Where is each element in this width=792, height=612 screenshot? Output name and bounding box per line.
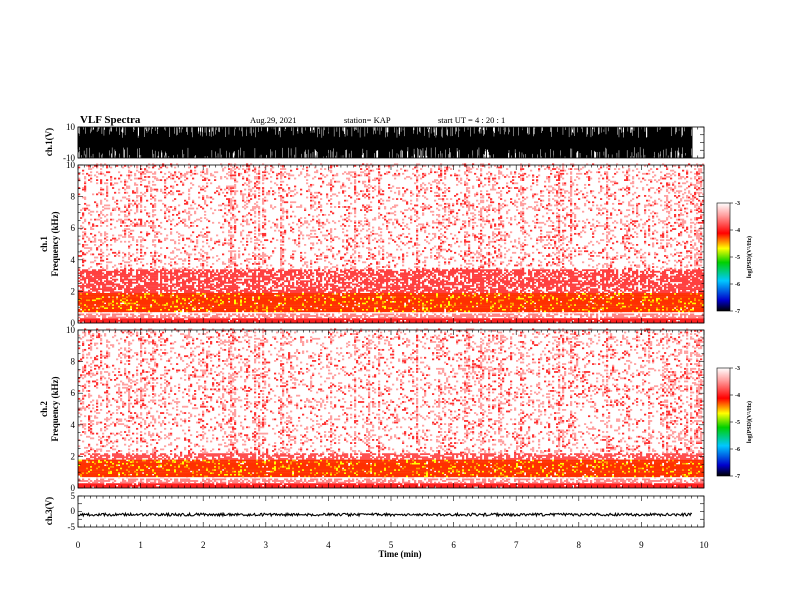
ch1-colorbar: -3 -4 -5 -6 -7 log(PSD)(V²/Hz)	[717, 201, 753, 315]
frequency-tick-label: 4	[71, 420, 76, 430]
start-time-label: start UT = 4 : 20 : 1	[438, 115, 505, 125]
frequency-tick-label: 2	[71, 451, 76, 461]
frequency-tick-label: 10	[66, 160, 76, 170]
ch3-waveform-ylabel: ch.3(V)	[44, 497, 54, 525]
time-tick-label: 9	[639, 540, 644, 550]
ch1-spectrogram-ylabel-channel: ch.1	[39, 236, 49, 252]
ch2-spectrogram-ylabel-channel: ch.2	[39, 401, 49, 417]
figure-title: VLF Spectra	[80, 114, 141, 126]
ch2-colorbar-gradient	[717, 368, 730, 476]
ch2-colorbar: -3 -4 -5 -6 -7 log(PSD)(V²/Hz)	[717, 366, 753, 480]
frequency-tick-label: 8	[71, 357, 76, 367]
time-tick-label: 1	[138, 540, 143, 550]
date-label: Aug.29, 2021	[250, 115, 297, 125]
frequency-tick-label: 10	[66, 325, 76, 335]
frequency-tick-label: 6	[71, 223, 76, 233]
ch3-waveform-panel: 5 0 -5 ch.3(V)	[44, 491, 704, 532]
time-tick-label: 0	[76, 540, 81, 550]
colorbar-tick-label: -5	[735, 420, 740, 426]
frequency-tick-label: 4	[71, 255, 76, 265]
ch3-ytick-top: 5	[71, 491, 76, 501]
time-tick-label: 10	[700, 540, 710, 550]
time-tick-label: 8	[577, 540, 582, 550]
time-tick-label: 4	[326, 540, 331, 550]
vlf-spectra-figure: VLF Spectra Aug.29, 2021 station= KAP st…	[0, 0, 792, 612]
colorbar-tick-label: -7	[735, 474, 740, 480]
colorbar-tick-label: -4	[735, 228, 740, 234]
colorbar-tick-label: -6	[735, 447, 740, 453]
ch1-waveform-panel: 10 -10 ch.1(V)	[44, 122, 704, 163]
station-label: station= KAP	[344, 115, 391, 125]
ch1-spectrogram-ylabel-frequency: Frequency (kHz)	[50, 211, 60, 276]
time-tick-label: 7	[514, 540, 519, 550]
frequency-tick-label: 2	[71, 286, 76, 296]
time-tick-label: 2	[201, 540, 206, 550]
ch1-colorbar-label: log(PSD)(V²/Hz)	[746, 236, 753, 278]
time-tick-label: 6	[451, 540, 456, 550]
ch3-ytick-middle: 0	[71, 506, 76, 516]
ch3-ytick-bottom: -5	[68, 522, 76, 532]
frequency-tick-label: 8	[71, 192, 76, 202]
ch1-waveform-ylabel: ch.1(V)	[44, 128, 54, 156]
colorbar-tick-label: -3	[735, 201, 740, 207]
frequency-tick-label: 6	[71, 388, 76, 398]
ch1-ytick-top: 10	[66, 122, 76, 132]
time-tick-label: 3	[264, 540, 269, 550]
ch2-colorbar-label: log(PSD)(V²/Hz)	[746, 401, 753, 443]
colorbar-tick-label: -7	[735, 309, 740, 315]
colorbar-tick-label: -5	[735, 255, 740, 261]
colorbar-tick-label: -6	[735, 282, 740, 288]
ch2-spectrogram-ylabel-frequency: Frequency (kHz)	[50, 376, 60, 441]
colorbar-tick-label: -4	[735, 393, 740, 399]
ch1-colorbar-gradient	[717, 203, 730, 311]
time-axis-label: Time (min)	[378, 549, 421, 559]
colorbar-tick-label: -3	[735, 366, 740, 372]
